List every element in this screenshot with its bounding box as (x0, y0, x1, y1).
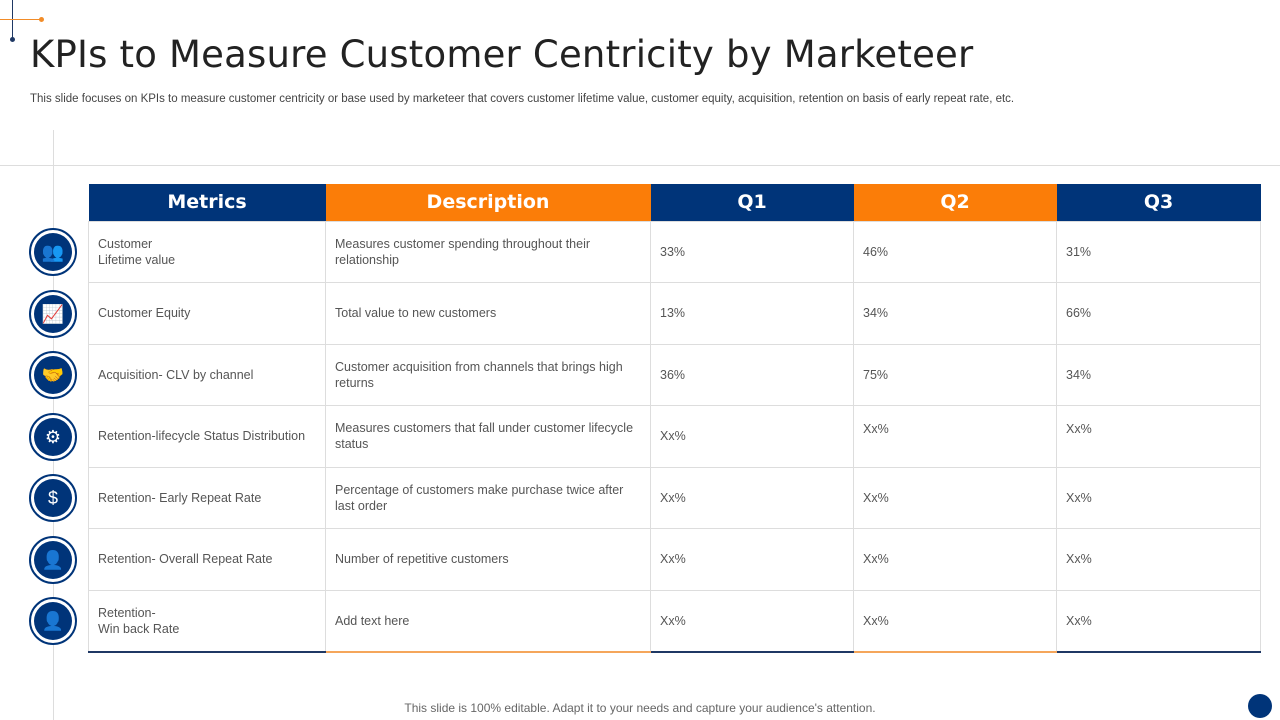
table-row: Retention- Early Repeat Rate Percentage o… (88, 466, 1261, 529)
cell-description: Customer acquisition from channels that … (325, 343, 651, 406)
header-metrics: Metrics (88, 184, 326, 221)
lifecycle-gear-icon: ⚙ (29, 412, 77, 461)
divider (0, 165, 1280, 166)
table-row: Retention- Win back Rate Add text here Xx%… (88, 589, 1261, 653)
table-row: Retention- Overall Repeat Rate Number of … (88, 528, 1261, 591)
lifecycle-gear-icon-glyph: ⚙ (34, 417, 72, 456)
table-row: Retention-lifecycle Status Distribution M… (88, 405, 1261, 468)
cell-q3: Xx% (1056, 466, 1261, 529)
cell-description: Measures customer spending throughout th… (325, 220, 651, 283)
cell-metric: Retention- Early Repeat Rate (88, 466, 326, 529)
decor-dot (10, 37, 15, 42)
cell-q3: 66% (1056, 282, 1261, 345)
header-q1: Q1 (650, 184, 854, 221)
growth-chart-icon-glyph: 📈 (34, 294, 72, 333)
cell-q3: Xx% (1056, 589, 1261, 653)
customers-dollar-icon: 👥 (29, 228, 77, 276)
cell-q3: 31% (1056, 220, 1261, 283)
cell-q1: Xx% (650, 466, 854, 529)
header-description: Description (325, 184, 651, 221)
cell-description: Add text here (325, 589, 651, 653)
header-q3: Q3 (1056, 184, 1261, 221)
kpi-table: Metrics Description Q1 Q2 Q3 Customer Li… (88, 184, 1261, 653)
cell-metric: Customer Equity (88, 282, 326, 345)
cell-description: Total value to new customers (325, 282, 651, 345)
cell-description: Measures customers that fall under custo… (325, 405, 651, 468)
header-q2: Q2 (853, 184, 1057, 221)
user-return-icon: 👤 (29, 597, 77, 645)
handshake-icon-glyph: 🤝 (34, 356, 72, 394)
table-row: Acquisition- CLV by channel Customer acqu… (88, 343, 1261, 406)
dollar-cycle-icon-glyph: $ (34, 479, 72, 517)
page-subtitle: This slide focuses on KPIs to measure cu… (30, 93, 1015, 105)
cell-description: Number of repetitive customers (325, 528, 651, 591)
cell-metric: Retention- Win back Rate (88, 589, 326, 653)
cell-q1: 13% (650, 282, 854, 345)
repeat-customer-icon: 👤 (29, 535, 77, 584)
repeat-customer-icon-glyph: 👤 (34, 540, 72, 579)
cell-q2: Xx% (853, 589, 1057, 653)
decor-line (0, 19, 42, 20)
cell-q1: 33% (650, 220, 854, 283)
handshake-icon: 🤝 (29, 351, 77, 399)
cell-metric: Retention-lifecycle Status Distribution (88, 405, 326, 468)
page-title: KPIs to Measure Customer Centricity by M… (30, 33, 974, 76)
growth-chart-icon: 📈 (29, 289, 77, 338)
cell-q2: Xx% (853, 405, 1057, 468)
cell-q2: 46% (853, 220, 1057, 283)
cell-q3: Xx% (1056, 528, 1261, 591)
page-indicator (1248, 694, 1272, 718)
cell-q3: 34% (1056, 343, 1261, 406)
decor-line (12, 0, 13, 40)
cell-q1: Xx% (650, 405, 854, 468)
footer-note: This slide is 100% editable. Adapt it to… (404, 701, 876, 715)
cell-q3: Xx% (1056, 405, 1261, 468)
dollar-cycle-icon: $ (29, 474, 77, 522)
cell-q1: Xx% (650, 528, 854, 591)
cell-q1: Xx% (650, 589, 854, 653)
user-return-icon-glyph: 👤 (34, 602, 72, 640)
customers-dollar-icon-glyph: 👥 (34, 233, 72, 271)
table-row: Customer Lifetime value Measures customer… (88, 220, 1261, 283)
table-row: Customer Equity Total value to new custom… (88, 282, 1261, 345)
cell-q2: 34% (853, 282, 1057, 345)
cell-metric: Customer Lifetime value (88, 220, 326, 283)
cell-q2: 75% (853, 343, 1057, 406)
decor-dot (39, 17, 44, 22)
cell-q2: Xx% (853, 528, 1057, 591)
cell-q1: 36% (650, 343, 854, 406)
cell-description: Percentage of customers make purchase tw… (325, 466, 651, 529)
cell-q2: Xx% (853, 466, 1057, 529)
cell-metric: Acquisition- CLV by channel (88, 343, 326, 406)
cell-metric: Retention- Overall Repeat Rate (88, 528, 326, 591)
